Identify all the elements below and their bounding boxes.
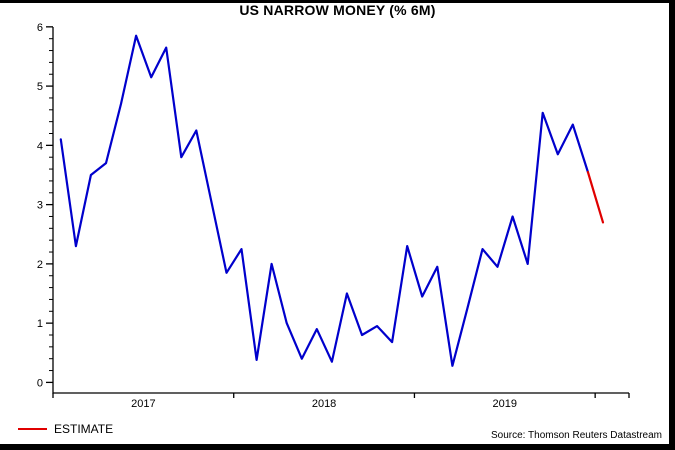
y-axis-tick-label: 2	[37, 259, 43, 271]
legend-label: ESTIMATE	[54, 422, 114, 436]
x-axis-year-label: 2018	[312, 398, 336, 410]
source-credit: Source: Thomson Reuters Datastream	[490, 430, 662, 441]
y-axis-tick-label: 5	[37, 81, 43, 93]
window-border-bottom	[0, 444, 675, 450]
estimate-series-line	[586, 170, 605, 224]
actual-series-line	[59, 34, 590, 367]
legend: ESTIMATE	[18, 422, 113, 436]
chart-title: US NARROW MONEY (% 6M)	[239, 2, 436, 18]
x-axis-year-label: 2017	[131, 398, 155, 410]
axes	[52, 27, 629, 394]
y-axis-tick-label: 6	[37, 22, 43, 34]
y-axis-tick-label: 4	[37, 140, 43, 152]
x-axis-year-label: 2019	[493, 398, 517, 410]
estimate-line-swatch	[18, 428, 47, 430]
y-axis-tick-label: 1	[37, 318, 43, 330]
y-axis-tick-label: 3	[37, 200, 43, 212]
y-axis-tick-label: 0	[37, 377, 43, 389]
window-border-top	[0, 0, 675, 3]
window-border-right	[669, 0, 675, 450]
